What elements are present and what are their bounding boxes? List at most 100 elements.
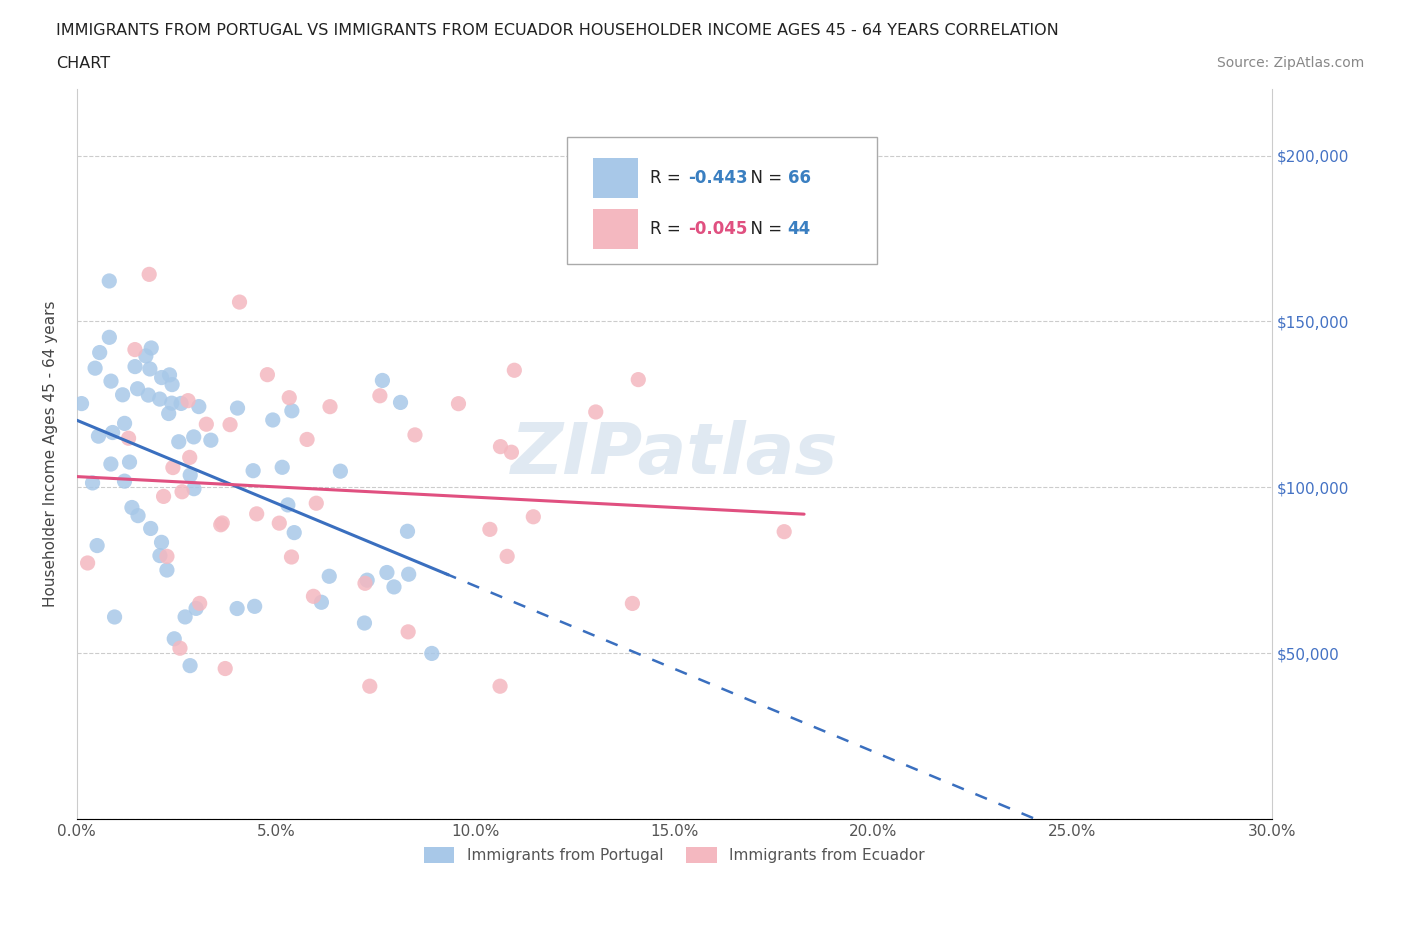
Text: N =: N = [740,169,787,187]
Point [100,374,122,389]
Point [179,450,201,465]
Point [368,389,391,404]
Y-axis label: Householder Income Ages 45 - 64 years: Householder Income Ages 45 - 64 years [44,301,58,607]
Point [159,367,181,382]
Point [100,457,122,472]
Point [86,538,108,553]
Point [156,549,179,564]
Point [124,342,146,357]
Point [243,599,266,614]
Point [170,485,193,499]
Text: -0.045: -0.045 [689,219,748,238]
Point [302,589,325,604]
Point [152,489,174,504]
Point [311,595,333,610]
Point [269,516,291,531]
Point [89,345,111,360]
Text: ZIPatlas: ZIPatlas [510,419,838,488]
Point [87,429,110,444]
Point [149,392,172,406]
Point [98,273,121,288]
Point [160,378,183,392]
Point [179,658,201,673]
Point [160,396,183,411]
Legend: Immigrants from Portugal, Immigrants from Ecuador: Immigrants from Portugal, Immigrants fro… [418,842,931,870]
Point [138,267,160,282]
Point [183,481,205,496]
Point [117,431,139,445]
Point [179,468,201,483]
Point [280,550,302,565]
Point [356,573,378,588]
Point [228,295,250,310]
Point [375,565,398,580]
Point [211,515,233,530]
Point [271,459,294,474]
Point [127,381,149,396]
Point [183,430,205,445]
Bar [593,209,638,249]
Point [278,391,301,405]
Point [295,432,318,447]
Point [139,521,162,536]
Point [163,631,186,646]
Point [82,475,104,490]
Point [84,361,107,376]
Point [135,349,157,364]
Point [522,510,544,525]
Point [501,445,523,459]
Point [226,601,249,616]
Point [585,405,607,419]
Point [404,428,426,443]
Point [226,401,249,416]
Point [398,566,420,581]
Point [114,473,136,488]
Point [371,373,394,388]
Point [396,624,419,639]
Point [305,496,328,511]
Point [319,399,342,414]
Point [162,460,184,475]
Text: CHART: CHART [56,56,110,71]
Point [118,455,141,470]
Point [214,661,236,676]
Point [354,576,377,591]
Text: N =: N = [740,219,787,238]
Point [389,395,412,410]
Text: R =: R = [651,219,686,238]
Point [353,616,375,631]
Point [187,399,209,414]
Point [174,609,197,624]
Point [489,679,512,694]
Point [177,393,200,408]
Point [121,500,143,515]
Point [246,507,269,522]
Point [124,359,146,374]
Point [149,548,172,563]
Point [489,439,512,454]
Point [396,524,419,538]
Point [139,362,162,377]
Point [503,363,526,378]
Point [70,396,93,411]
Point [101,425,124,440]
Point [138,388,160,403]
Text: -0.443: -0.443 [689,169,748,187]
Point [359,679,381,694]
Point [209,517,232,532]
Text: IMMIGRANTS FROM PORTUGAL VS IMMIGRANTS FROM ECUADOR HOUSEHOLDER INCOME AGES 45 -: IMMIGRANTS FROM PORTUGAL VS IMMIGRANTS F… [56,23,1059,38]
Point [773,525,796,539]
Bar [593,158,638,198]
Text: R =: R = [651,169,686,187]
Point [277,498,299,512]
Point [98,330,121,345]
Point [382,579,405,594]
Point [188,596,211,611]
Point [141,340,163,355]
Point [318,569,340,584]
Text: Source: ZipAtlas.com: Source: ZipAtlas.com [1216,56,1364,70]
Text: 66: 66 [787,169,811,187]
Point [256,367,278,382]
Point [157,406,180,421]
Point [478,522,501,537]
